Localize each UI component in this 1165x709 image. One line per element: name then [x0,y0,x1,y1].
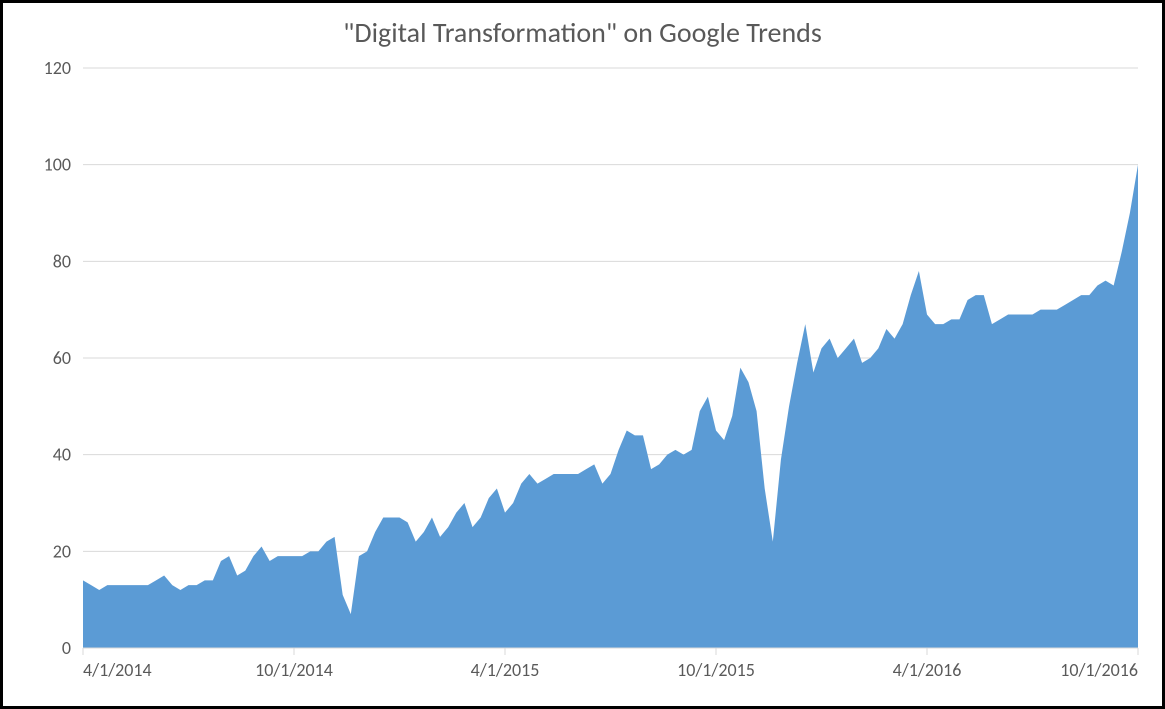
plot-area: 0204060801001204/1/201410/1/20144/1/2015… [83,68,1138,648]
area-series [83,165,1138,648]
y-axis-label: 0 [62,637,71,659]
y-axis-label: 80 [53,250,71,272]
y-axis-label: 120 [44,57,71,79]
y-axis-label: 20 [53,540,71,562]
chart-container: "Digital Transformation" on Google Trend… [0,0,1165,709]
chart-title: "Digital Transformation" on Google Trend… [3,15,1162,50]
x-axis-label: 4/1/2016 [893,659,962,681]
y-axis-label: 60 [53,347,71,369]
area-chart: 0204060801001204/1/201410/1/20144/1/2015… [83,68,1138,688]
x-axis-label: 10/1/2015 [677,659,755,681]
x-axis-label: 10/1/2014 [255,659,333,681]
x-axis-label: 4/1/2014 [83,659,152,681]
x-axis-label: 4/1/2015 [471,659,540,681]
x-axis-label: 10/1/2016 [1060,659,1138,681]
y-axis-label: 40 [53,444,71,466]
y-axis-label: 100 [44,154,71,176]
